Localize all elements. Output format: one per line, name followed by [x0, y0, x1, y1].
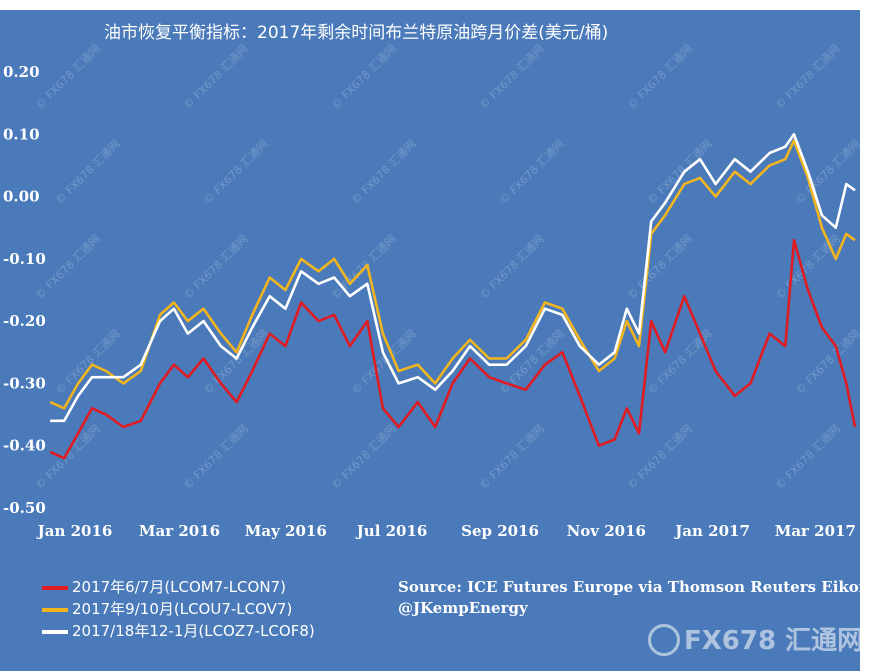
source-handle: @JKempEnergy — [398, 599, 528, 617]
watermark-tile: © FX678 汇通网 — [793, 327, 863, 397]
x-tick-label: May 2016 — [245, 522, 327, 540]
x-tick-label: Jul 2016 — [355, 522, 428, 540]
watermark-tile: © FX678 汇通网 — [477, 42, 547, 112]
y-tick-label: -0.30 — [3, 374, 46, 392]
y-tick-label: 0.10 — [3, 125, 40, 143]
watermark-tile: © FX678 汇通网 — [181, 232, 251, 302]
plot-background — [0, 10, 860, 671]
legend: 2017年6/7月(LCOM7-LCON7) 2017年9/10月(LCOU7-… — [42, 576, 315, 642]
watermark-tile: © FX678 汇通网 — [181, 422, 251, 492]
watermark-tile: © FX678 汇通网 — [181, 42, 251, 112]
watermark-tile: © FX678 汇通网 — [477, 232, 547, 302]
series-line-2 — [50, 133, 856, 423]
x-tick-label: Jan 2017 — [673, 522, 750, 540]
y-tick-label: -0.20 — [3, 312, 46, 330]
watermark-logo-icon — [648, 624, 680, 656]
x-tick-label: Mar 2017 — [775, 522, 856, 540]
watermark-tile: © FX678 汇通网 — [53, 327, 123, 397]
chart-title: 油市恢复平衡指标：2017年剩余时间布兰特原油跨月价差(美元/桶) — [104, 23, 609, 43]
watermark-tile: © FX678 汇通网 — [625, 422, 695, 492]
x-tick-label: Nov 2016 — [567, 522, 646, 540]
watermark-tile: © FX678 汇通网 — [645, 137, 715, 207]
watermark-tile: © FX678 汇通网 — [53, 137, 123, 207]
legend-item-dec-jan: 2017/18年12-1月(LCOZ7-LCOF8) — [42, 620, 315, 642]
legend-swatch-red — [42, 586, 68, 590]
watermark-tile: © FX678 汇通网 — [625, 232, 695, 302]
legend-swatch-white — [42, 630, 68, 634]
watermark-tile: © FX678 汇通网 — [625, 42, 695, 112]
source-line: Source: ICE Futures Europe via Thomson R… — [398, 578, 870, 596]
watermark-tile: © FX678 汇通网 — [497, 137, 567, 207]
legend-label-sep-oct: 2017年9/10月(LCOU7-LCOV7) — [72, 600, 293, 618]
watermark-tile: © FX678 汇通网 — [773, 42, 843, 112]
y-tick-label: 0.20 — [3, 63, 40, 81]
legend-label-dec-jan: 2017/18年12-1月(LCOZ7-LCOF8) — [72, 622, 315, 640]
x-tick-label: Mar 2016 — [139, 522, 220, 540]
watermark-logo-text: FX678 汇通网 — [684, 626, 864, 656]
watermark-tile: © FX678 汇通网 — [201, 137, 271, 207]
watermark-tile: © FX678 汇通网 — [329, 42, 399, 112]
watermark-tile: © FX678 汇通网 — [33, 42, 103, 112]
legend-label-jun-jul: 2017年6/7月(LCOM7-LCON7) — [72, 578, 286, 596]
watermark-tile: © FX678 汇通网 — [645, 327, 715, 397]
watermark-tile: © FX678 汇通网 — [329, 422, 399, 492]
y-tick-label: 0.00 — [3, 188, 40, 206]
series-line-0 — [49, 238, 857, 460]
x-tick-label: Jan 2016 — [36, 522, 113, 540]
watermark-tile: © FX678 汇通网 — [201, 327, 271, 397]
watermark-tile: © FX678 汇通网 — [793, 137, 863, 207]
source-note: Source: ICE Futures Europe via Thomson R… — [398, 577, 870, 619]
watermark-tile: © FX678 汇通网 — [477, 422, 547, 492]
x-tick-label: Sep 2016 — [461, 522, 539, 540]
watermark-tile: © FX678 汇通网 — [349, 137, 419, 207]
y-tick-label: -0.10 — [3, 250, 46, 268]
series-line-1 — [49, 139, 856, 410]
legend-item-jun-jul: 2017年6/7月(LCOM7-LCON7) — [42, 576, 315, 598]
y-tick-label: -0.50 — [3, 499, 46, 517]
watermark-tile: © FX678 汇通网 — [773, 422, 843, 492]
legend-item-sep-oct: 2017年9/10月(LCOU7-LCOV7) — [42, 598, 315, 620]
watermark-tile: © FX678 汇通网 — [33, 422, 103, 492]
legend-swatch-gold — [42, 608, 68, 612]
y-tick-label: -0.40 — [3, 437, 46, 455]
